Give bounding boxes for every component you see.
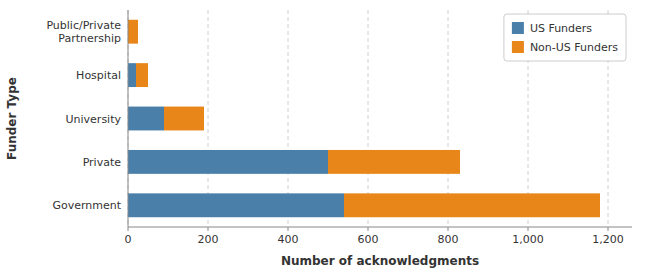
legend-box [504,14,626,61]
legend-label: Non-US Funders [530,41,618,54]
legend: US Funders Non-US Funders [504,14,626,61]
x-tick [128,227,129,231]
x-tick-label: 200 [198,233,219,246]
x-tick [368,227,369,231]
bar [128,150,328,174]
x-axis-title: Number of acknowledgments [281,254,479,268]
bar [344,193,600,217]
legend-label: US Funders [530,22,592,35]
x-tick-label: 800 [438,233,459,246]
bar [128,107,164,131]
x-tick [528,227,529,231]
y-tick-label: Public/PrivatePartnership [46,19,121,45]
x-tick-label: 1,000 [512,233,544,246]
x-tick-label: 600 [358,233,379,246]
x-axis-line [128,227,632,228]
x-tick [288,227,289,231]
x-tick [608,227,609,231]
x-tick-label: 400 [278,233,299,246]
x-tick-label: 1,200 [592,233,624,246]
x-tick [208,227,209,231]
x-tick-label: 0 [125,233,132,246]
x-tick [448,227,449,231]
bar [128,20,138,44]
y-axis-title: Funder Type [5,77,19,160]
axes: 0 200 400 600 800 1,000 1,200 Government Private… [46,10,632,246]
bar [136,63,148,87]
grid-line [128,10,129,227]
y-tick-label: Private [83,156,122,169]
y-axis-line [128,10,129,227]
legend-swatch [512,41,524,53]
y-tick-label: Hospital [76,69,121,82]
legend-swatch [512,22,524,34]
y-tick-label: Government [52,199,121,212]
bar [128,193,344,217]
bar [164,107,204,131]
chart-container: 0 200 400 600 800 1,000 1,200 Government Private… [0,0,650,275]
y-tick-label: University [66,113,122,126]
bar [328,150,460,174]
chart: 0 200 400 600 800 1,000 1,200 Government Private… [0,0,650,275]
bar [128,63,136,87]
